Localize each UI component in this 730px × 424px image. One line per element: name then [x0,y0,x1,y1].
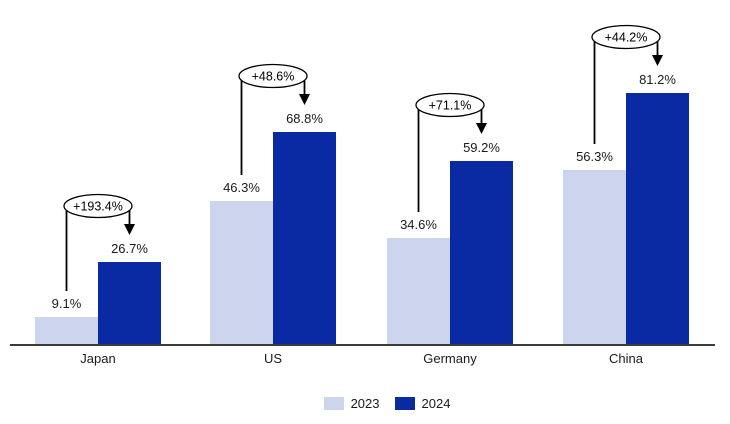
bar-2023-germany [387,238,450,345]
bar-value-label-2024-us: 68.8% [286,111,323,126]
category-label-china: China [609,351,643,366]
legend-item-2024: 2024 [394,396,451,411]
legend: 2023 2024 [22,396,730,411]
bar-2024-germany [450,161,513,345]
bar-value-label-2024-germany: 59.2% [463,140,500,155]
bar-value-label-2023-us: 46.3% [223,180,260,195]
legend-label-2024: 2024 [421,396,451,411]
legend-swatch-2023 [323,397,344,410]
legend-label-2023: 2023 [350,396,380,411]
x-axis-line [10,344,715,346]
bar-2024-japan [98,262,161,345]
category-label-us: US [263,351,283,366]
bar-2024-china [626,93,689,345]
legend-swatch-2024 [394,397,415,410]
bar-2024-us [273,132,336,345]
category-label-germany: Germany [423,351,477,366]
bar-value-label-2024-china: 81.2% [639,72,676,87]
bar-value-label-2023-germany: 34.6% [400,217,437,232]
category-label-japan: Japan [80,351,116,366]
bar-value-label-2024-japan: 26.7% [111,241,148,256]
bar-value-label-2023-china: 56.3% [576,149,613,164]
bar-2023-japan [35,317,98,345]
bar-value-label-2023-japan: 9.1% [51,296,82,311]
legend-item-2023: 2023 [323,396,380,411]
bar-2023-china [563,170,626,345]
bar-2023-us [210,201,273,345]
